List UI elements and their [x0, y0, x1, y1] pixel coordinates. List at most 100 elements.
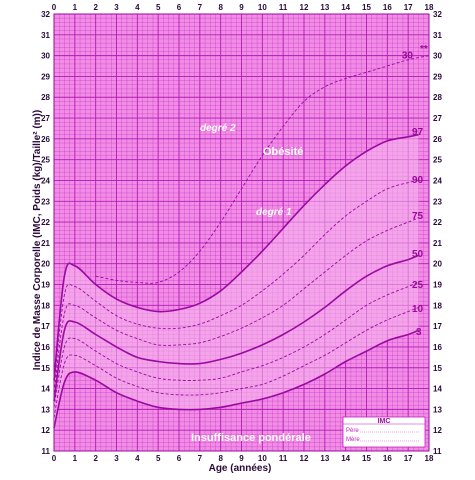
- x-tick-top-3: 3: [114, 3, 119, 12]
- y-tick-left-11: 11: [42, 447, 51, 456]
- y-tick-left-28: 28: [41, 93, 50, 102]
- y-tick-left-23: 23: [41, 197, 50, 206]
- x-tick-top-5: 5: [156, 3, 161, 12]
- y-tick-right-18: 18: [433, 301, 442, 310]
- label-p3: 3: [416, 327, 422, 338]
- y-tick-right-16: 16: [433, 343, 442, 352]
- annotation-degre2: degré 2: [200, 123, 236, 134]
- y-tick-left-29: 29: [41, 72, 50, 81]
- x-tick-bottom-5: 5: [156, 454, 161, 463]
- x-tick-bottom-18: 18: [425, 454, 434, 463]
- x-tick-top-14: 14: [341, 3, 350, 12]
- label-p75: 75: [412, 211, 424, 222]
- label-p10: 10: [412, 304, 424, 315]
- x-tick-top-12: 12: [300, 3, 309, 12]
- y-tick-left-21: 21: [41, 239, 50, 248]
- y-tick-right-21: 21: [433, 239, 442, 248]
- x-tick-top-11: 11: [279, 3, 288, 12]
- label-p25: 25: [412, 280, 424, 291]
- curve-p10: [53, 306, 419, 418]
- x-tick-top-13: 13: [320, 3, 329, 12]
- annotation-obesite: Obésité: [263, 146, 303, 158]
- label-p50: 50: [412, 249, 424, 260]
- x-tick-bottom-1: 1: [73, 454, 78, 463]
- x-tick-top-15: 15: [362, 3, 371, 12]
- y-tick-left-24: 24: [41, 176, 50, 185]
- annotation-degre1: degré 1: [256, 207, 292, 218]
- x-tick-bottom-16: 16: [383, 454, 392, 463]
- x-tick-bottom-2: 2: [93, 454, 98, 463]
- label-p30: 30: [402, 51, 414, 62]
- curve-layer: [53, 55, 430, 429]
- x-tick-bottom-13: 13: [320, 454, 329, 463]
- y-tick-left-17: 17: [41, 322, 50, 331]
- info-box-title: IMC: [378, 418, 391, 425]
- y-tick-right-28: 28: [433, 93, 442, 102]
- y-tick-right-13: 13: [433, 405, 442, 414]
- x-tick-top-18: 18: [425, 3, 434, 12]
- x-tick-top-8: 8: [218, 3, 223, 12]
- y-tick-left-13: 13: [41, 405, 50, 414]
- y-tick-left-22: 22: [41, 218, 50, 227]
- y-tick-right-32: 32: [433, 10, 442, 19]
- y-tick-left-14: 14: [41, 385, 50, 394]
- x-tick-top-16: 16: [383, 3, 392, 12]
- x-tick-bottom-0: 0: [52, 454, 57, 463]
- x-tick-bottom-12: 12: [300, 454, 309, 463]
- y-tick-left-27: 27: [41, 114, 50, 123]
- x-axis-label: Age (années): [209, 463, 272, 474]
- y-tick-left-30: 30: [41, 52, 50, 61]
- x-tick-top-2: 2: [93, 3, 98, 12]
- curve-p30: [95, 55, 430, 284]
- y-tick-left-15: 15: [41, 364, 50, 373]
- x-tick-bottom-11: 11: [279, 454, 288, 463]
- label-star: **: [420, 44, 428, 55]
- x-tick-top-9: 9: [239, 3, 244, 12]
- x-tick-top-6: 6: [177, 3, 182, 12]
- x-tick-bottom-15: 15: [362, 454, 371, 463]
- x-tick-top-0: 0: [52, 3, 57, 12]
- x-tick-top-10: 10: [258, 3, 267, 12]
- y-tick-right-31: 31: [433, 31, 442, 40]
- label-p97: 97: [412, 127, 424, 138]
- y-tick-right-23: 23: [433, 197, 442, 206]
- y-tick-left-25: 25: [41, 156, 50, 165]
- y-tick-left-32: 32: [41, 10, 50, 19]
- x-tick-top-4: 4: [135, 3, 140, 12]
- y-tick-left-16: 16: [41, 343, 50, 352]
- band-layer: [54, 134, 419, 429]
- y-tick-right-15: 15: [433, 364, 442, 373]
- curve-p75: [53, 217, 419, 393]
- y-tick-left-26: 26: [41, 135, 50, 144]
- annotation-insuffisance: Insuffisance pondérale: [191, 432, 311, 444]
- y-axis-label: Indice de Masse Corporelle (IMC, Poids (…: [32, 110, 43, 370]
- y-tick-right-29: 29: [433, 72, 442, 81]
- curve-p3: [53, 329, 419, 429]
- y-tick-left-31: 31: [41, 31, 50, 40]
- curve-p90: [53, 180, 419, 387]
- tick-layer: 0011223344556677889910101111121213131414…: [41, 3, 442, 463]
- x-tick-bottom-3: 3: [114, 454, 119, 463]
- x-tick-top-1: 1: [73, 3, 78, 12]
- label-p90: 90: [412, 175, 424, 186]
- curve-p25: [53, 281, 419, 408]
- curve-p50: [53, 254, 419, 402]
- x-tick-top-17: 17: [404, 3, 413, 12]
- y-tick-left-12: 12: [41, 426, 50, 435]
- x-tick-top-7: 7: [198, 3, 203, 12]
- y-tick-right-20: 20: [433, 260, 442, 269]
- x-tick-bottom-7: 7: [198, 454, 203, 463]
- curve-p97: [53, 133, 419, 381]
- y-tick-right-27: 27: [433, 114, 442, 123]
- y-tick-right-26: 26: [433, 135, 442, 144]
- y-tick-right-12: 12: [433, 426, 442, 435]
- x-tick-bottom-4: 4: [135, 454, 140, 463]
- info-box: IMC Père Mère: [342, 416, 426, 448]
- y-tick-right-24: 24: [433, 176, 442, 185]
- x-tick-bottom-6: 6: [177, 454, 182, 463]
- info-box-line2: Mère: [346, 437, 360, 443]
- x-tick-bottom-14: 14: [341, 454, 350, 463]
- y-tick-right-11: 11: [433, 447, 442, 456]
- y-tick-right-25: 25: [433, 156, 442, 165]
